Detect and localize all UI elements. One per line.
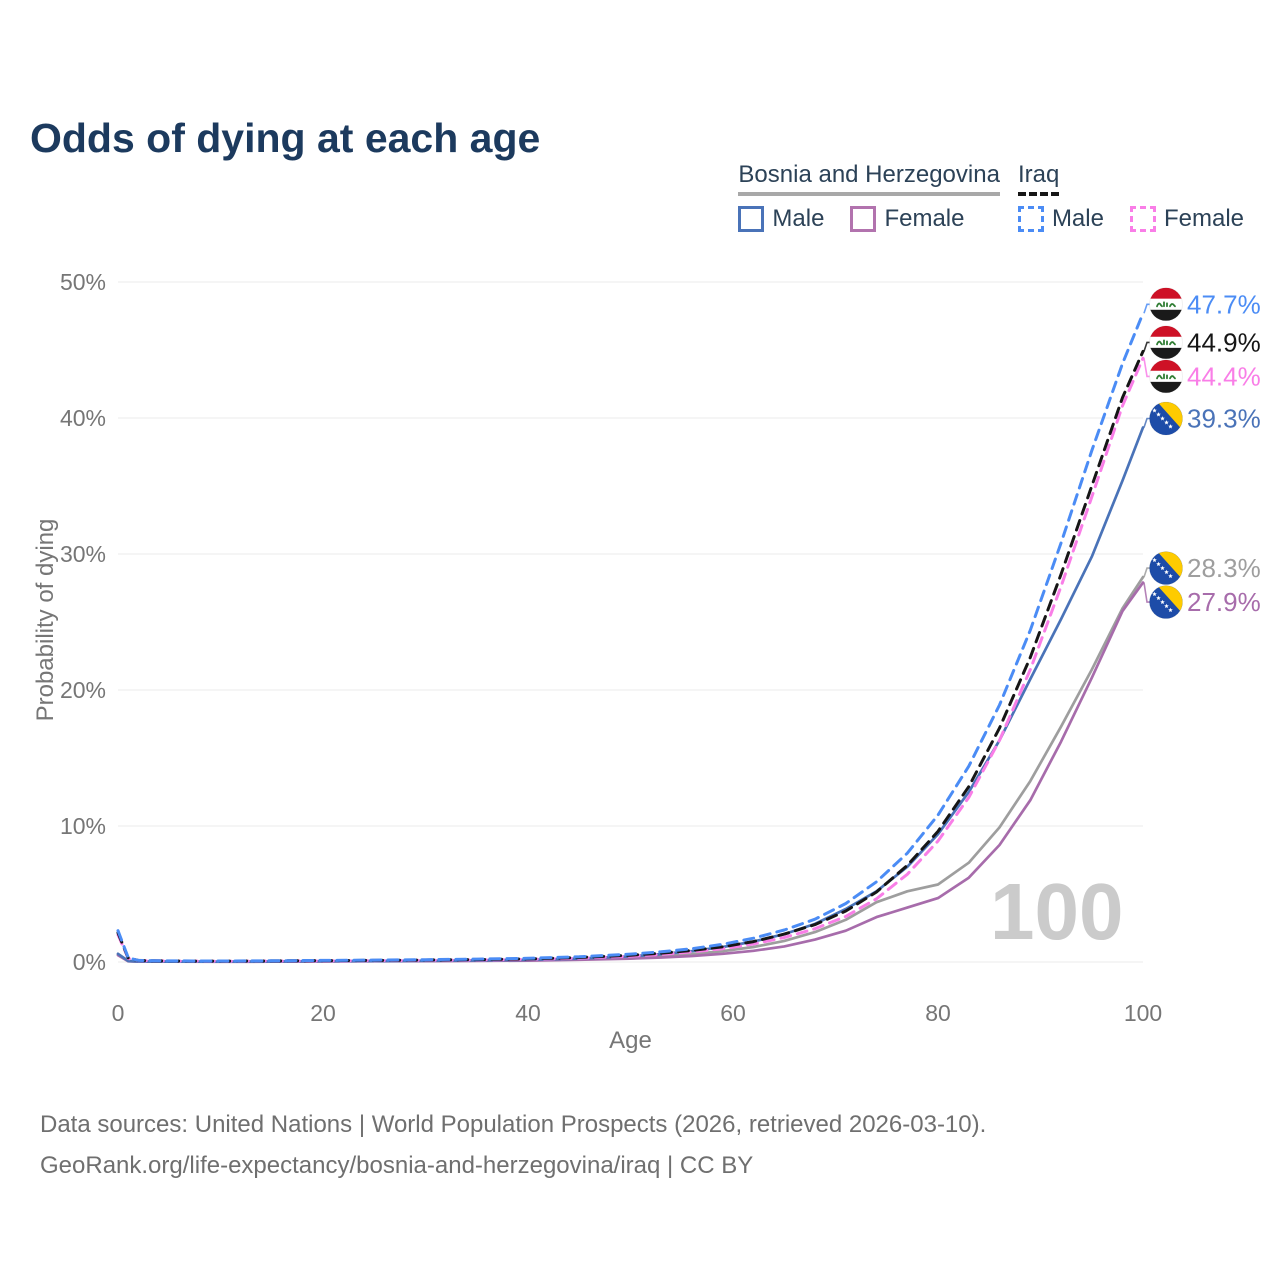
y-axis-title: Probability of dying xyxy=(32,518,59,722)
legend-country-bosnia: Bosnia and Herzegovina xyxy=(738,161,1000,196)
x-tick-label: 20 xyxy=(310,1000,336,1026)
legend-item-label: Male xyxy=(772,205,825,232)
data-sources-text: Data sources: United Nations | World Pop… xyxy=(40,1111,987,1138)
solid-line-swatch-icon xyxy=(850,206,877,232)
y-tick-label: 40% xyxy=(60,405,106,431)
end-label-iraq-male: 47.7% xyxy=(1187,289,1261,319)
page-title: Odds of dying at each age xyxy=(30,115,541,162)
bosnia-flag-icon xyxy=(1149,551,1183,586)
end-label-bih-both: 28.3% xyxy=(1187,553,1261,583)
y-tick-label: 30% xyxy=(60,541,106,567)
y-tick-label: 0% xyxy=(73,949,106,975)
end-label-bih-female: 27.9% xyxy=(1187,587,1261,617)
end-label-bih-male: 39.3% xyxy=(1187,404,1261,434)
y-tick-label: 50% xyxy=(60,269,106,295)
x-tick-label: 60 xyxy=(720,1000,746,1026)
dashed-line-swatch-icon xyxy=(1017,206,1044,232)
x-tick-label: 80 xyxy=(925,1000,951,1026)
legend-item-iraq-male[interactable]: Male xyxy=(1017,205,1104,233)
attribution-text: GeoRank.org/life-expectancy/bosnia-and-h… xyxy=(40,1152,754,1179)
legend: Bosnia and Herzegovina Male Female Iraq … xyxy=(738,161,1244,233)
dashed-line-swatch-icon xyxy=(1129,206,1156,232)
x-tick-label: 0 xyxy=(112,1000,125,1026)
legend-item-iraq-female[interactable]: Female xyxy=(1129,205,1244,233)
bosnia-flag-icon xyxy=(1149,585,1183,620)
iraq-flag-icon xyxy=(1149,287,1183,322)
series-line-iraq-male[interactable] xyxy=(116,311,1145,963)
legend-group-iraq: Iraq Male Female xyxy=(1017,161,1244,233)
x-axis-title: Age xyxy=(609,1027,652,1054)
x-tick-label: 40 xyxy=(515,1000,541,1026)
legend-item-bosnia-female[interactable]: Female xyxy=(850,205,964,233)
iraq-flag-icon xyxy=(1149,359,1183,394)
footer: Data sources: United Nations | World Pop… xyxy=(40,1104,986,1186)
legend-country-iraq: Iraq xyxy=(1017,161,1060,196)
legend-item-bosnia-male[interactable]: Male xyxy=(738,205,824,233)
legend-group-bosnia: Bosnia and Herzegovina Male Female xyxy=(738,161,1000,233)
age-watermark: 100 xyxy=(990,867,1124,956)
y-tick-label: 20% xyxy=(60,677,106,703)
iraq-flag-icon xyxy=(1149,325,1183,360)
legend-item-label: Female xyxy=(884,205,965,232)
y-tick-label: 10% xyxy=(60,813,106,839)
legend-items-bosnia: Male Female xyxy=(738,205,1000,233)
x-tick-label: 100 xyxy=(1124,1000,1162,1026)
legend-items-iraq: Male Female xyxy=(1017,205,1244,233)
legend-item-label: Female xyxy=(1163,205,1244,232)
solid-line-swatch-icon xyxy=(738,206,765,232)
bosnia-flag-icon xyxy=(1149,401,1183,436)
legend-item-label: Male xyxy=(1051,205,1104,232)
end-label-iraq-both: 44.9% xyxy=(1187,327,1261,357)
end-label-iraq-female: 44.4% xyxy=(1187,361,1261,391)
